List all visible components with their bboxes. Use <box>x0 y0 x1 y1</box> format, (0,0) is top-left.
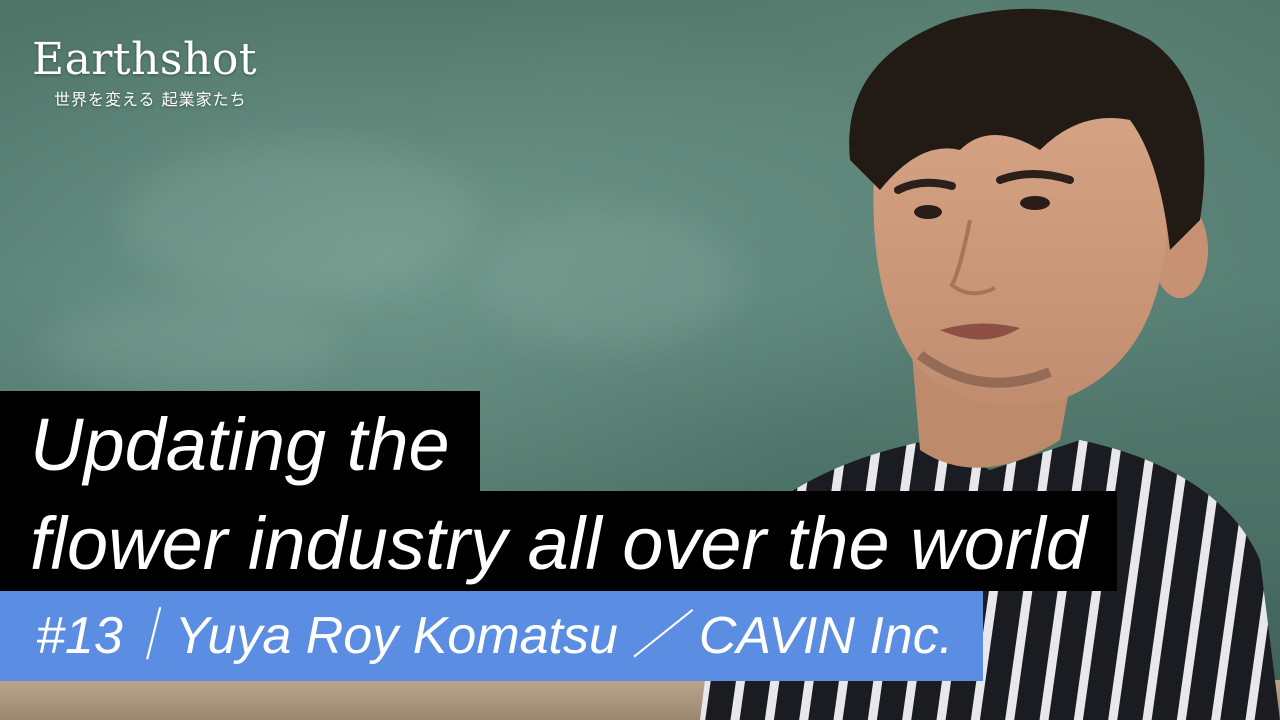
hair <box>849 8 1205 250</box>
chalk-smudge <box>40 300 340 390</box>
headline-line-1: Updating the <box>0 391 480 493</box>
chalk-smudge <box>120 140 480 300</box>
chalk-smudge <box>480 210 740 350</box>
logo-subtitle: 世界を変える 起業家たち <box>54 90 247 109</box>
earthshot-logo: Earthshot 世界を変える 起業家たち <box>32 36 257 110</box>
face <box>873 84 1167 406</box>
headline-line-2: flower industry all over the world <box>0 491 1117 591</box>
logo-title: Earthshot <box>32 34 257 85</box>
episode-label: #13｜Yuya Roy Komatsu ／ CAVIN Inc. <box>0 591 984 681</box>
